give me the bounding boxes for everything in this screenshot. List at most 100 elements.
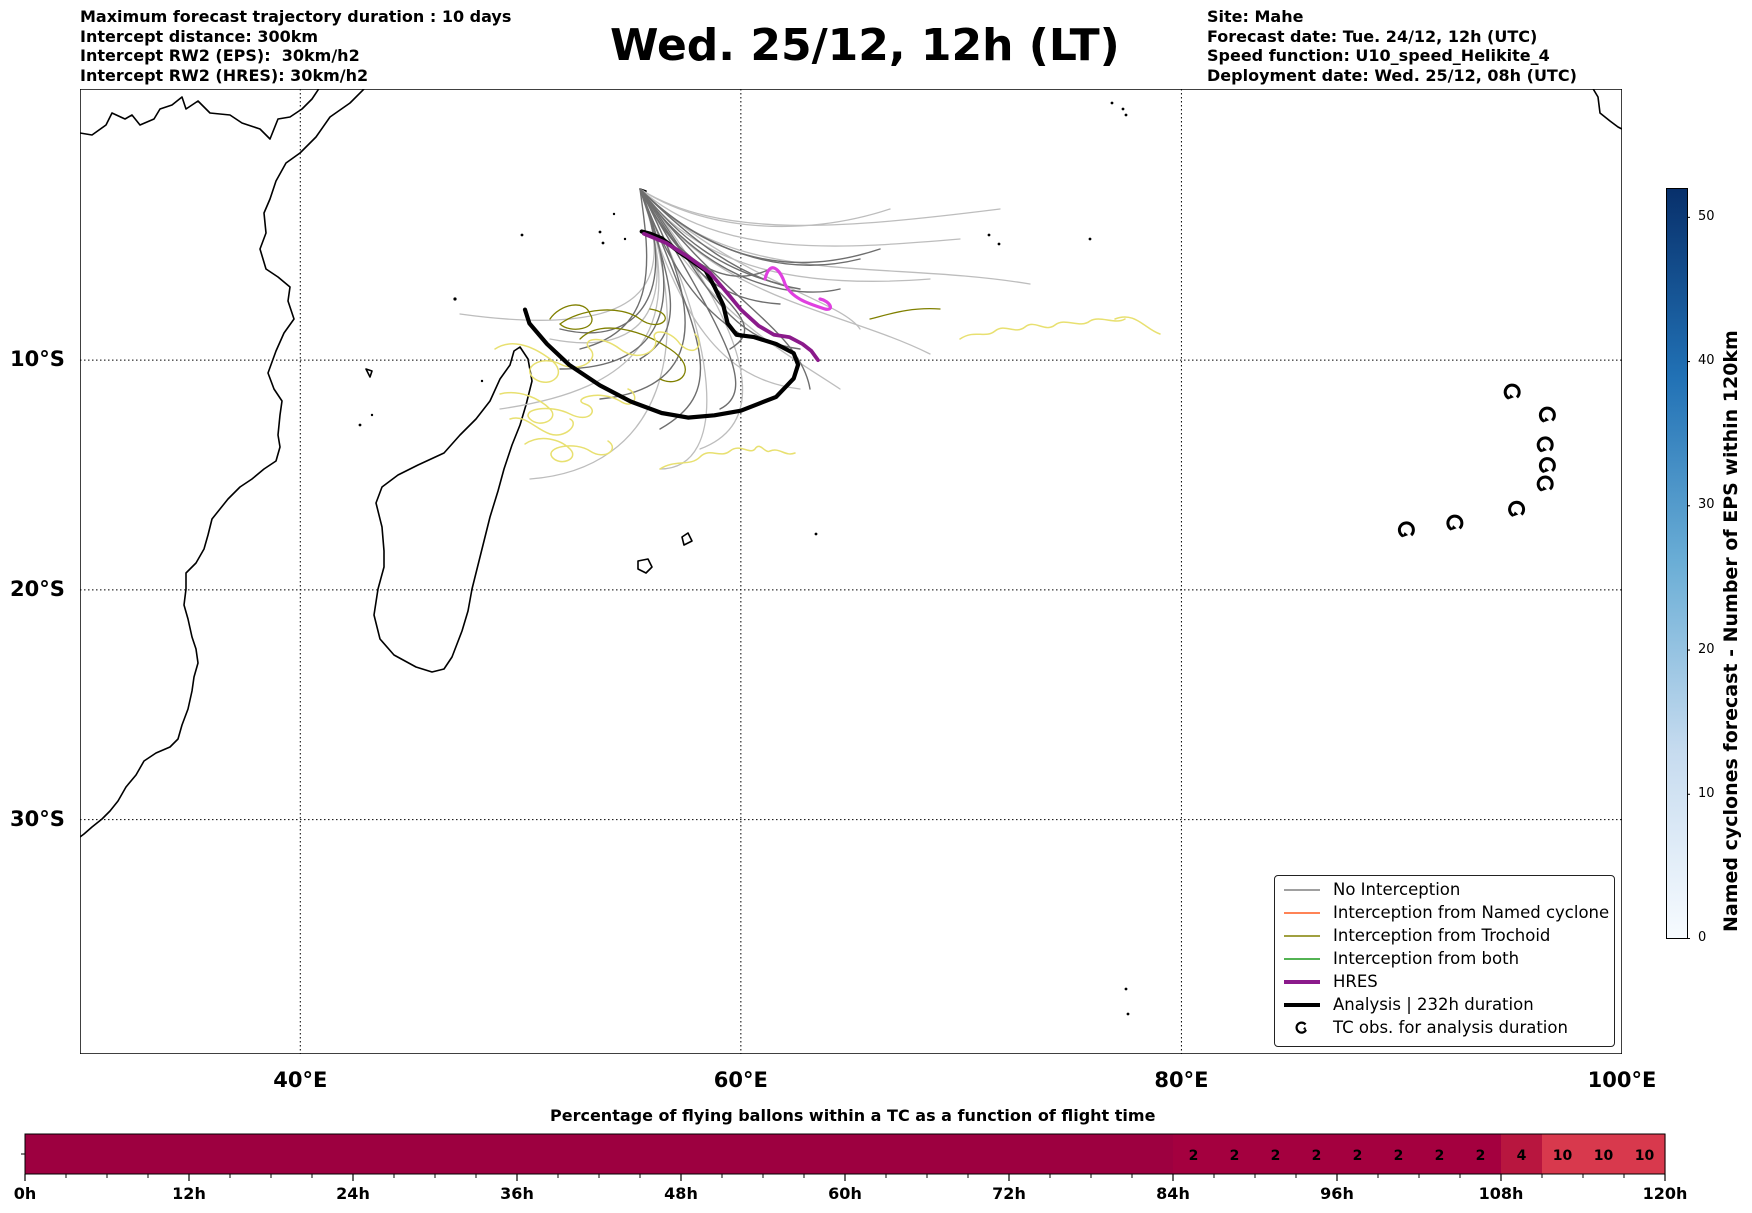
- comoros-island: [365, 368, 373, 378]
- info-forecast-date: Forecast date: Tue. 24/12, 12h (UTC): [1207, 26, 1538, 46]
- tc-symbol-icon: [1446, 514, 1464, 531]
- colorbar: [1666, 188, 1690, 939]
- bar-cell: [1419, 1134, 1461, 1174]
- legend-swatch-olive: [1281, 924, 1323, 947]
- header-info-left: Maximum forecast trajectory duration : 1…: [80, 7, 511, 85]
- bar-cell: [189, 1134, 231, 1174]
- info-max-duration: Maximum forecast trajectory duration : 1…: [80, 7, 512, 26]
- bar-cell: [1296, 1134, 1338, 1174]
- bar-cell: [927, 1134, 969, 1174]
- tc-symbol-icon: [1536, 475, 1554, 492]
- hres-track: [642, 231, 820, 363]
- bar-cell: [1132, 1134, 1174, 1174]
- bar-cell: [107, 1134, 149, 1174]
- bar-tick-label: 96h: [1320, 1184, 1354, 1203]
- colorbar-tick-label: 0: [1698, 930, 1707, 945]
- legend-swatch-orange: [1281, 901, 1323, 924]
- legend-item-named-cyclone: Interception from Named cyclone: [1275, 901, 1609, 924]
- australia-coastline: [1592, 89, 1622, 130]
- bar-cell-label: 2: [1230, 1148, 1240, 1164]
- bar-cell-label: 2: [1189, 1148, 1199, 1164]
- coastlines: [80, 89, 1622, 838]
- colorbar-gradient: [1666, 188, 1688, 939]
- bar-cell-label: 2: [1394, 1148, 1404, 1164]
- bar-cell: [968, 1134, 1010, 1174]
- madagascar-coastline: [373, 346, 533, 673]
- bar-cell-label: 10: [1635, 1148, 1655, 1164]
- tc-symbol-icon: [1538, 406, 1556, 423]
- africa-coastline: [80, 89, 366, 838]
- legend-item-no-interception: No Interception: [1275, 878, 1460, 901]
- bar-tick-label: 60h: [828, 1184, 862, 1203]
- bar-cell: [1009, 1134, 1051, 1174]
- bar-cell: [312, 1134, 354, 1174]
- info-intercept-distance: Intercept distance: 300km: [80, 26, 319, 46]
- tc-symbol-icon: [1503, 383, 1521, 400]
- bar-cell-label: 2: [1476, 1148, 1486, 1164]
- bar-cell: [681, 1134, 723, 1174]
- bar-cell: [1337, 1134, 1379, 1174]
- bar-cell: [1214, 1134, 1256, 1174]
- bar-tick-label: 120h: [1642, 1184, 1688, 1203]
- bar-tick-label: 24h: [336, 1184, 370, 1203]
- legend-swatch-purple: [1281, 970, 1323, 993]
- bar-tick-label: 84h: [1156, 1184, 1190, 1203]
- bar-cell: [230, 1134, 272, 1174]
- bar-cell: [1173, 1134, 1215, 1174]
- bar-cell: [722, 1134, 764, 1174]
- colorbar-tick-label: 50: [1698, 208, 1715, 224]
- bar-cell: [394, 1134, 436, 1174]
- bar-cell: [435, 1134, 477, 1174]
- legend-swatch-grey: [1281, 878, 1323, 901]
- bar-cell: [1050, 1134, 1092, 1174]
- lon-tick-label: 100°E: [1587, 1068, 1657, 1092]
- bar-tick-label: 0h: [13, 1184, 37, 1203]
- colorbar-tick-label: 10: [1698, 785, 1715, 801]
- bar-cell: [1378, 1134, 1420, 1174]
- legend-item-analysis: Analysis | 232h duration: [1275, 993, 1534, 1016]
- colorbar-label: Named cyclones forecast - Number of EPS …: [1720, 330, 1742, 932]
- tc-symbol-icon: [1281, 1016, 1323, 1039]
- lat-tick-label: 10°S: [10, 347, 65, 372]
- bar-cell: [517, 1134, 559, 1174]
- legend-label: TC obs. for analysis duration: [1333, 1018, 1568, 1037]
- bar-cell: [1583, 1134, 1625, 1174]
- legend-label: Interception from Trochoid: [1333, 926, 1551, 945]
- small-islands: [358, 101, 1130, 1016]
- bar-cell-label: 2: [1312, 1148, 1322, 1164]
- tc-symbol-icon: [1536, 436, 1554, 453]
- legend-item-tc-obs: TC obs. for analysis duration: [1275, 1016, 1568, 1039]
- legend-item-trochoid: Interception from Trochoid: [1275, 924, 1550, 947]
- tc-symbol-icon: [1538, 457, 1556, 474]
- bar-tick-label: 72h: [992, 1184, 1026, 1203]
- bar-cell: [558, 1134, 600, 1174]
- bar-tick-label: 12h: [172, 1184, 206, 1203]
- bar-cell: [148, 1134, 190, 1174]
- legend-label: Interception from Named cyclone: [1333, 903, 1610, 922]
- legend-item-hres: HRES: [1275, 970, 1378, 993]
- bar-cell: [1501, 1134, 1543, 1174]
- bar-cell: [353, 1134, 395, 1174]
- bar-cell-label: 2: [1353, 1148, 1363, 1164]
- colorbar-tick-label: 40: [1698, 353, 1715, 369]
- bar-cell: [25, 1134, 67, 1174]
- legend-label: Analysis | 232h duration: [1333, 995, 1534, 1014]
- header-info-right: Site: Mahe Forecast date: Tue. 24/12, 12…: [1207, 7, 1577, 85]
- bar-cell: [1091, 1134, 1133, 1174]
- bar-cell: [1460, 1134, 1502, 1174]
- legend-label: No Interception: [1333, 880, 1461, 899]
- colorbar-tick-label: 30: [1698, 497, 1715, 513]
- bar-cell: [1542, 1134, 1584, 1174]
- bar-cell: [804, 1134, 846, 1174]
- bar-cell: [271, 1134, 313, 1174]
- bar-cell: [476, 1134, 518, 1174]
- bar-tick-label: 36h: [500, 1184, 534, 1203]
- legend-item-both: Interception from both: [1275, 947, 1519, 970]
- info-intercept-hres: Intercept RW2 (HRES): 30km/h2: [80, 65, 369, 85]
- info-intercept-eps: Intercept RW2 (EPS): 30km/h2: [80, 46, 360, 65]
- bar-cell: [640, 1134, 682, 1174]
- info-deployment-date: Deployment date: Wed. 25/12, 08h (UTC): [1207, 65, 1577, 85]
- chart-title: Wed. 25/12, 12h (LT): [610, 20, 1120, 71]
- bar-cell: [599, 1134, 641, 1174]
- bar-cell-label: 2: [1435, 1148, 1445, 1164]
